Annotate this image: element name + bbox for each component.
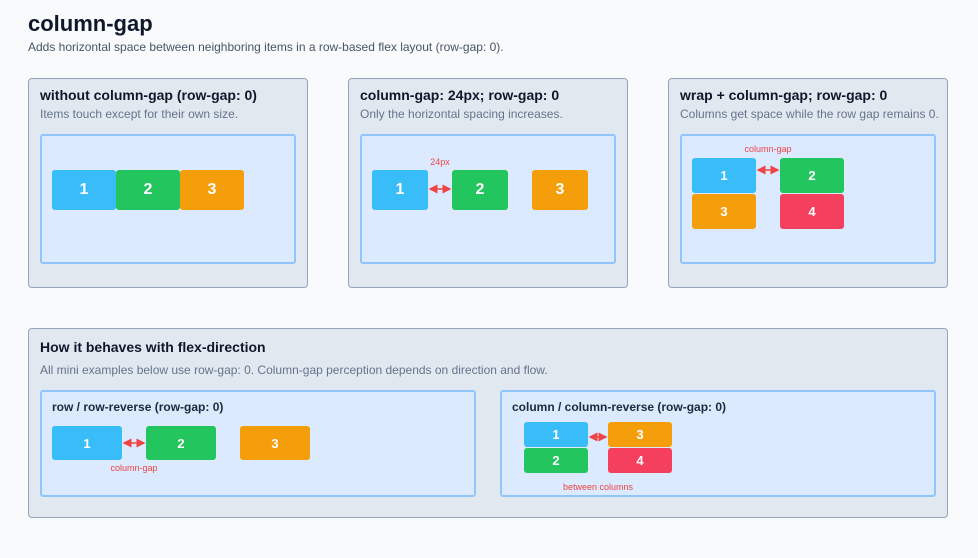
gap-arrow bbox=[428, 184, 452, 194]
gap-label: between columns bbox=[562, 482, 634, 492]
section-description: All mini examples below use row-gap: 0. … bbox=[40, 363, 548, 377]
title: column-gap bbox=[28, 11, 153, 36]
gap-label: column-gap bbox=[110, 463, 158, 473]
item: 3 bbox=[180, 170, 244, 210]
item: 1 bbox=[524, 422, 588, 447]
item: 3 bbox=[608, 422, 672, 447]
item: 1 bbox=[52, 426, 122, 460]
card-description: Items touch except for their own size. bbox=[40, 107, 239, 121]
item: 2 bbox=[780, 158, 844, 193]
item: 3 bbox=[692, 194, 756, 229]
example-title: row / row-reverse (row-gap: 0) bbox=[52, 400, 224, 414]
item: 3 bbox=[240, 426, 310, 460]
card-description: Columns get space while the row gap rema… bbox=[680, 107, 939, 121]
gap-label: 24px bbox=[430, 157, 450, 167]
card-title: without column-gap (row-gap: 0) bbox=[40, 87, 257, 103]
item: 4 bbox=[608, 448, 672, 473]
item: 2 bbox=[116, 170, 180, 210]
gap-arrow bbox=[756, 165, 780, 175]
item: 1 bbox=[692, 158, 756, 193]
gap-label: column-gap bbox=[744, 144, 792, 154]
gap-arrow bbox=[122, 438, 146, 448]
item: 2 bbox=[146, 426, 216, 460]
gap-arrow bbox=[588, 432, 608, 442]
item: 1 bbox=[52, 170, 116, 210]
example-title: column / column-reverse (row-gap: 0) bbox=[512, 400, 727, 414]
item: 4 bbox=[780, 194, 844, 229]
item: 2 bbox=[452, 170, 508, 210]
card-title: wrap + column-gap; row-gap: 0 bbox=[680, 87, 888, 103]
item: 1 bbox=[372, 170, 428, 210]
item: 2 bbox=[524, 448, 588, 473]
subtitle: Adds horizontal space between neighborin… bbox=[28, 40, 504, 54]
card-description: Only the horizontal spacing increases. bbox=[360, 107, 563, 121]
card-title: column-gap: 24px; row-gap: 0 bbox=[360, 87, 560, 103]
section-title: How it behaves with flex-direction bbox=[40, 339, 266, 355]
item: 3 bbox=[532, 170, 588, 210]
